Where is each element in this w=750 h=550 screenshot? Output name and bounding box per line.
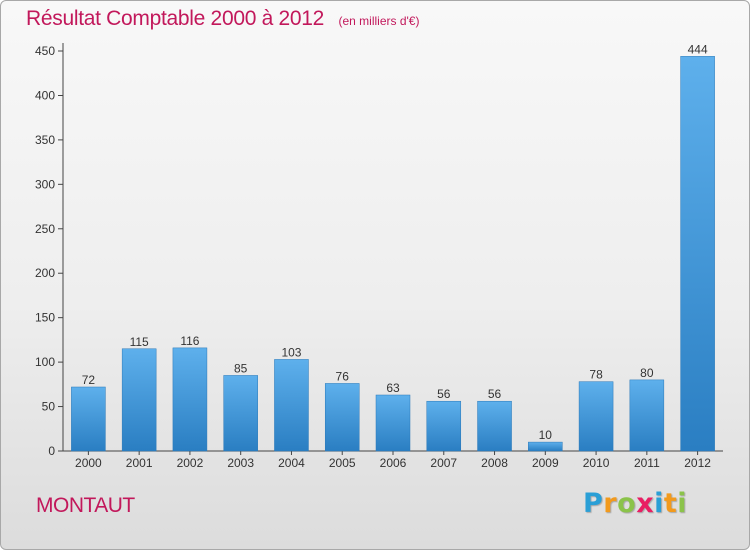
- y-tick-label: 0: [48, 444, 55, 458]
- logo-letter: P: [583, 488, 604, 519]
- bar: [680, 56, 715, 452]
- bar-value-label: 10: [539, 428, 553, 442]
- title-row: Résultat Comptable 2000 à 2012 (en milli…: [26, 7, 419, 31]
- bar-value-label: 80: [640, 366, 654, 380]
- y-tick-label: 400: [35, 88, 55, 102]
- bar: [375, 394, 411, 452]
- x-tick-label: 2007: [430, 456, 457, 470]
- bar-value-label: 56: [437, 387, 451, 401]
- x-tick-label: 2008: [481, 456, 508, 470]
- x-tick-label: 2010: [583, 456, 610, 470]
- commune-name: MONTAUT: [36, 494, 135, 517]
- bar: [274, 359, 309, 452]
- bar: [528, 441, 563, 452]
- bar-value-label: 72: [82, 373, 96, 387]
- chart-subtitle: (en milliers d'€): [338, 14, 420, 28]
- y-tick-label: 450: [35, 44, 55, 58]
- bar-value-label: 63: [386, 381, 400, 395]
- bar: [477, 400, 512, 452]
- logo-letter: o: [617, 488, 637, 519]
- bar: [223, 375, 258, 452]
- bar: [121, 348, 157, 452]
- proxiti-logo: Proxiti: [583, 488, 687, 519]
- bar: [71, 386, 106, 452]
- bar: [172, 347, 208, 452]
- x-tick-label: 2005: [329, 456, 356, 470]
- y-tick-label: 100: [35, 355, 55, 369]
- logo-letter: x: [636, 488, 655, 519]
- x-tick-label: 2001: [126, 456, 153, 470]
- y-tick-label: 300: [35, 177, 55, 191]
- bar-value-label: 78: [589, 368, 603, 382]
- bar-value-label: 85: [234, 361, 248, 375]
- x-tick-label: 2011: [634, 456, 660, 470]
- bar: [629, 379, 665, 452]
- bar-value-label: 115: [130, 335, 149, 349]
- bar-value-label: 56: [488, 387, 502, 401]
- x-tick-label: 2002: [177, 456, 204, 470]
- y-tick-label: 50: [42, 400, 56, 414]
- y-tick-label: 250: [35, 222, 55, 236]
- logo-letter: i: [654, 488, 664, 519]
- bar-value-label: 116: [180, 334, 199, 348]
- bar-value-label: 444: [688, 42, 708, 56]
- x-tick-label: 2012: [684, 456, 711, 470]
- bar-value-label: 76: [336, 369, 350, 383]
- bar: [578, 381, 614, 452]
- x-tick-label: 2003: [227, 456, 254, 470]
- x-tick-label: 2009: [532, 456, 559, 470]
- x-tick-label: 2000: [75, 456, 102, 470]
- y-tick-label: 350: [35, 133, 55, 147]
- y-tick-label: 200: [35, 266, 55, 280]
- x-tick-label: 2006: [380, 456, 407, 470]
- logo-letter: r: [603, 488, 618, 519]
- bar: [324, 383, 360, 452]
- chart-title: Résultat Comptable 2000 à 2012: [26, 7, 325, 30]
- bar: [426, 400, 462, 452]
- bar-value-label: 103: [281, 345, 301, 359]
- y-tick-label: 150: [35, 311, 55, 325]
- logo-letter: t: [663, 488, 678, 519]
- x-tick-label: 2004: [278, 456, 305, 470]
- logo-letter: i: [677, 488, 688, 519]
